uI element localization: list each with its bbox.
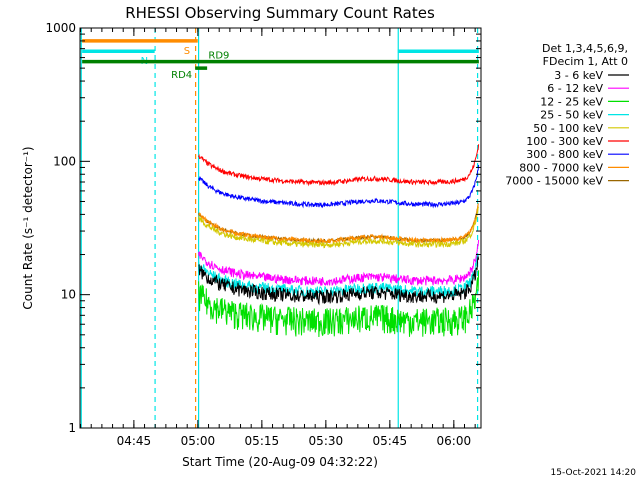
legend-entry-label: 300 - 800 keV	[526, 148, 603, 161]
series-line	[198, 206, 480, 249]
legend-entry-label: 7000 - 15000 keV	[505, 175, 603, 188]
y-tick-label: 1	[68, 421, 76, 435]
y-tick-label: 100	[53, 154, 76, 168]
flag-label: RD9	[208, 51, 229, 62]
legend-header: Det 1,3,4,5,6,9,	[542, 42, 628, 55]
y-axis-label: Count Rate (s⁻¹ detector⁻¹)	[21, 146, 35, 309]
chart-title: RHESSI Observing Summary Count Rates	[125, 4, 435, 22]
flag-label: S	[184, 46, 190, 57]
x-axis-label: Start Time (20-Aug-09 04:32:22)	[182, 455, 378, 469]
series-line	[198, 164, 480, 209]
legend-entry-label: 6 - 12 keV	[547, 82, 603, 95]
legend-entry-label: 25 - 50 keV	[540, 109, 603, 122]
timestamp: 15-Oct-2021 14:20	[551, 468, 637, 478]
legend-header: FDecim 1, Att 0	[543, 55, 628, 68]
plot-frame	[79, 27, 482, 429]
legend-entry-label: 800 - 7000 keV	[519, 161, 603, 174]
series-line	[198, 270, 480, 338]
flag-label: RD4	[171, 70, 192, 81]
x-tick-label: 04:45	[117, 434, 152, 448]
x-tick-label: 05:45	[373, 434, 408, 448]
series-line	[198, 239, 480, 286]
y-tick-label: 1000	[45, 21, 76, 35]
flag-bars: SNRD9RD4	[82, 39, 479, 81]
series-line	[198, 203, 479, 245]
x-tick-label: 05:30	[309, 434, 344, 448]
x-tick-label: 05:00	[181, 434, 216, 448]
x-tick-label: 05:15	[245, 434, 280, 448]
legend: Det 1,3,4,5,6,9,FDecim 1, Att 03 - 6 keV…	[505, 42, 629, 188]
series-line	[198, 256, 480, 306]
y-tick-label: 10	[61, 288, 76, 302]
y-axis-ticks: 1 10 100 1000	[45, 21, 481, 435]
series-layer	[198, 144, 480, 338]
vertical-markers	[80, 28, 479, 428]
legend-entry-label: 3 - 6 keV	[554, 69, 603, 82]
legend-entry-label: 12 - 25 keV	[540, 95, 603, 108]
legend-entry-label: 50 - 100 keV	[533, 122, 603, 135]
x-tick-label: 06:00	[437, 434, 472, 448]
legend-entry-label: 100 - 300 keV	[526, 135, 603, 148]
x-axis-ticks: 04:45 05:00 05:15 05:30 05:45 06:00	[80, 28, 476, 448]
series-line	[198, 144, 480, 187]
